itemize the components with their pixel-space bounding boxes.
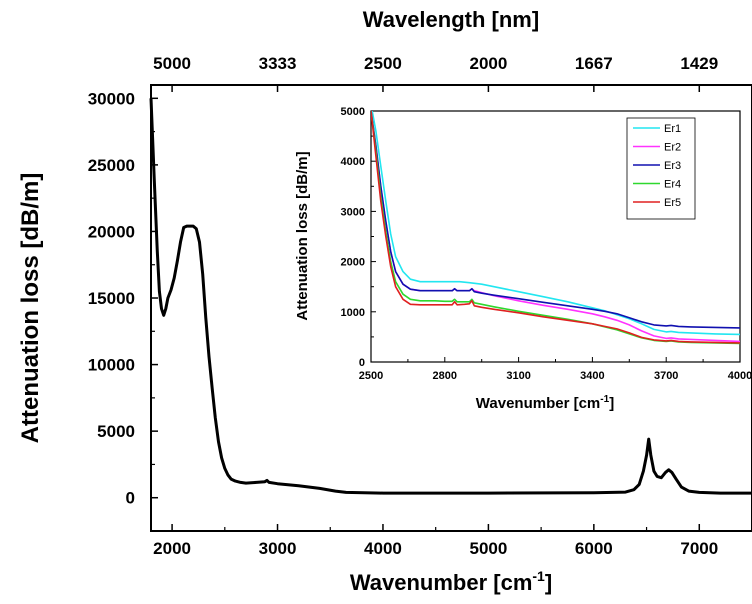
top-tick-label-4: 1667 — [575, 54, 613, 73]
legend-label-er4: Er4 — [664, 179, 681, 191]
top-axis-label: Wavelength [nm] — [363, 7, 539, 32]
main-series-line-0 — [149, 98, 752, 495]
inset-series-line-er3 — [371, 111, 740, 329]
inset-x-tick-label-3: 3400 — [580, 370, 604, 382]
main-x-axis-label: Wavenumber [cm-1] — [350, 568, 552, 595]
inset-x-axis-label: Wavenumber [cm-1] — [476, 394, 614, 412]
inset-y-tick-label-5: 5000 — [341, 106, 365, 118]
main-x-tick-label-4: 6000 — [575, 539, 613, 558]
main-series — [149, 98, 752, 495]
inset-x-tick-label-2: 3100 — [506, 370, 530, 382]
legend-label-er2: Er2 — [664, 142, 681, 154]
main-y-tick-label-5: 25000 — [88, 156, 135, 175]
main-top-ticks: 5000 3333 2500 2000 1667 1429 — [153, 54, 718, 92]
inset-y-tick-label-1: 1000 — [341, 307, 365, 319]
inset-x-ticks: 2500 2800 3100 3400 3700 4000 — [359, 357, 752, 382]
main-plot-frame — [150, 84, 752, 532]
main-x-tick-label-3: 5000 — [469, 539, 507, 558]
inset-y-tick-label-3: 3000 — [341, 206, 365, 218]
main-y-tick-label-6: 30000 — [88, 89, 135, 108]
main-plot: 2000 3000 4000 5000 6000 7000 050001000015000… — [17, 7, 752, 595]
main-y-tick-label-3: 15000 — [88, 289, 135, 308]
inset-x-tick-label-1: 2800 — [433, 370, 457, 382]
main-x-tick-label-1: 3000 — [259, 539, 297, 558]
inset-legend: Er1 Er2 Er3 Er4 Er5 — [626, 117, 696, 220]
inset-series-line-er5 — [371, 111, 740, 344]
main-x-ticks: 2000 3000 4000 5000 6000 7000 — [153, 524, 752, 558]
inset-series — [371, 111, 740, 345]
top-tick-label-1: 3333 — [259, 54, 297, 73]
main-y-tick-label-1: 5000 — [97, 422, 135, 441]
inset-y-ticks: 0 1000 2000 3000 4000 5000 — [341, 106, 376, 369]
top-tick-label-3: 2000 — [469, 54, 507, 73]
top-tick-label-5: 1429 — [680, 54, 718, 73]
inset-x-tick-label-0: 2500 — [359, 370, 383, 382]
inset-y-axis-label: Attenuation loss [dB/m] — [294, 151, 311, 320]
main-y-axis-label: Attenuation loss [dB/m] — [17, 173, 44, 444]
top-tick-label-0: 5000 — [153, 54, 191, 73]
main-y-tick-label-0: 0 — [126, 489, 135, 508]
inset-y-tick-label-2: 2000 — [341, 257, 365, 269]
inset-series-line-er1 — [371, 111, 740, 336]
main-x-tick-label-0: 2000 — [153, 539, 191, 558]
main-x-tick-label-2: 4000 — [364, 539, 402, 558]
main-y-ticks: 0 5000 10000 15000 20000 25000 30000 — [88, 89, 158, 508]
legend-box — [626, 117, 696, 220]
inset-y-tick-label-0: 0 — [359, 357, 365, 369]
top-tick-label-2: 2500 — [364, 54, 402, 73]
legend-label-er5: Er5 — [664, 197, 681, 209]
inset-y-tick-label-4: 4000 — [341, 156, 365, 168]
main-y-tick-label-4: 20000 — [88, 222, 135, 241]
main-x-tick-label-5: 7000 — [680, 539, 718, 558]
legend-label-er1: Er1 — [664, 123, 681, 135]
inset-x-tick-label-4: 3700 — [654, 370, 678, 382]
legend-items: Er1 Er2 Er3 Er4 Er5 — [633, 123, 681, 209]
inset-plot: 2500 2800 3100 3400 3700 4000 0 1000 2000 3000 40… — [294, 106, 752, 412]
legend-label-er3: Er3 — [664, 160, 681, 172]
main-y-tick-label-2: 10000 — [88, 356, 135, 375]
inset-x-tick-label-5: 4000 — [728, 370, 752, 382]
